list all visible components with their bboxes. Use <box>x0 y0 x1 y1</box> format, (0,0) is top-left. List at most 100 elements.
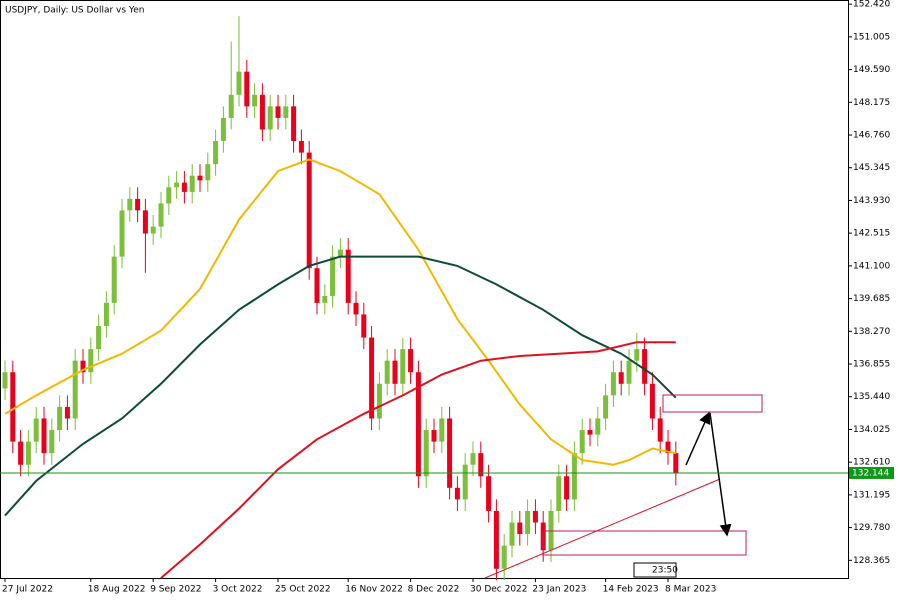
y-tick-label: 143.930 <box>853 196 890 206</box>
trend-line <box>484 478 721 579</box>
candle-body <box>197 175 203 181</box>
candle-body <box>25 441 31 465</box>
candle-body <box>353 302 359 315</box>
candle-body <box>228 94 234 118</box>
candle-body <box>361 314 367 338</box>
candle-body <box>158 203 164 227</box>
candle-body <box>501 545 507 569</box>
y-tick-label: 129.780 <box>853 523 890 533</box>
candle-body <box>486 476 492 511</box>
candle-body <box>275 106 281 118</box>
candle-body <box>649 383 655 419</box>
candle-body <box>298 141 304 153</box>
candle-body <box>408 349 414 373</box>
candle-body <box>673 453 679 473</box>
candle-body <box>345 249 351 303</box>
candle-body <box>462 464 468 500</box>
candle-body <box>384 360 390 384</box>
candle-body <box>587 430 593 435</box>
candle-body <box>174 182 180 188</box>
candle-body <box>150 226 156 234</box>
candle-body <box>57 406 63 431</box>
x-tick-label: 30 Dec 2022 <box>470 585 528 595</box>
candle-body <box>291 106 297 142</box>
candle-body <box>64 406 70 419</box>
y-tick-label: 152.420 <box>853 0 890 10</box>
candle-body <box>166 187 172 204</box>
y-tick-label: 135.440 <box>853 392 890 402</box>
y-tick-label: 132.610 <box>853 458 890 468</box>
candle-body <box>595 418 601 435</box>
y-tick-label: 148.175 <box>853 98 890 108</box>
candle-body <box>181 182 187 192</box>
candle-body <box>80 360 86 373</box>
last-price-label: 132.144 <box>852 468 889 478</box>
candle-body <box>556 476 562 511</box>
candle-body <box>447 418 453 488</box>
candle-body <box>88 349 94 373</box>
x-tick-label: 8 Mar 2023 <box>665 585 716 595</box>
candle-body <box>454 487 460 500</box>
candle-body <box>478 453 484 477</box>
candle-body <box>135 198 141 211</box>
candle-body <box>392 360 398 384</box>
candle-body <box>111 256 117 303</box>
candle-body <box>259 94 265 130</box>
moving-average <box>4 255 677 517</box>
candle-body <box>665 441 671 454</box>
candle-body <box>618 372 624 384</box>
candle-body <box>493 510 499 569</box>
candle-body <box>517 522 523 535</box>
moving-average <box>4 158 676 466</box>
candle-body <box>330 256 336 296</box>
candle-body <box>189 175 195 192</box>
candle-body <box>439 418 445 442</box>
x-tick-label: 18 Aug 2022 <box>88 585 146 595</box>
candle-body <box>213 141 219 165</box>
candle-body <box>127 198 133 211</box>
candle-body <box>322 295 328 303</box>
candle-body <box>283 106 289 118</box>
x-tick-label: 25 Oct 2022 <box>275 585 331 595</box>
timer-box <box>633 562 677 578</box>
y-tick-label: 138.270 <box>853 327 890 337</box>
candle-body <box>205 164 211 181</box>
candle-body <box>252 94 258 107</box>
candle-body <box>376 383 382 419</box>
chart-title: USDJPY, Daily: US Dollar vs Yen <box>5 6 144 16</box>
candle-body <box>49 430 55 454</box>
arrow-up <box>685 411 711 466</box>
support-zone <box>542 530 747 556</box>
moving-average <box>160 341 676 579</box>
arrow-down <box>709 412 732 537</box>
candle-body <box>626 360 632 384</box>
candle-body <box>337 249 343 257</box>
candle-body <box>119 210 125 257</box>
x-tick-label: 3 Oct 2022 <box>213 585 263 595</box>
y-tick-label: 141.100 <box>853 261 890 271</box>
candle-body <box>96 325 102 350</box>
candle-body <box>634 349 640 361</box>
y-tick-label: 146.760 <box>853 131 890 141</box>
candle-body <box>72 360 78 419</box>
candle-body <box>18 441 24 465</box>
candle-body <box>579 430 585 454</box>
y-tick-label: 139.685 <box>853 294 890 304</box>
y-tick-label: 149.590 <box>853 65 890 75</box>
candle-body <box>431 430 437 442</box>
candle-body <box>571 453 577 500</box>
candle-body <box>103 302 109 326</box>
candle-body <box>642 349 648 384</box>
x-tick-label: 16 Nov 2022 <box>345 585 403 595</box>
candle-body <box>415 372 421 477</box>
candle-body <box>603 395 609 419</box>
x-tick-label: 27 Jul 2022 <box>2 585 53 595</box>
candle-body <box>10 372 16 442</box>
candle-body <box>564 476 570 500</box>
candle-body <box>244 71 250 107</box>
y-tick-label: 134.025 <box>853 425 890 435</box>
y-tick-label: 151.005 <box>853 32 890 42</box>
x-tick-label: 8 Dec 2022 <box>408 585 460 595</box>
